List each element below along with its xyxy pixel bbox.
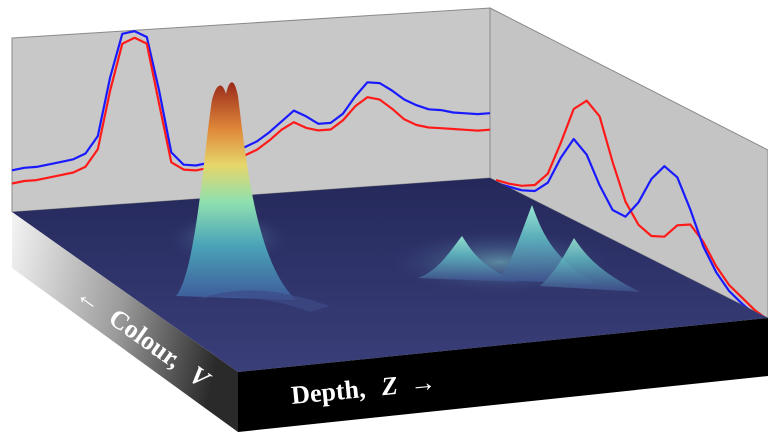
back-projection-line-1 bbox=[11, 30, 491, 172]
peak-main-ridge bbox=[196, 290, 330, 312]
surface-peaks bbox=[168, 82, 640, 312]
x-axis-label: Depth, bbox=[290, 374, 367, 410]
side-wall bbox=[489, 7, 768, 319]
box-front-face bbox=[238, 318, 768, 432]
box-left-face bbox=[12, 212, 238, 432]
peak-minor bbox=[418, 236, 520, 282]
peak-secondary bbox=[540, 238, 640, 292]
back-wall-projections bbox=[11, 30, 491, 185]
svg-text:Depth, Z →: Depth, Z → bbox=[290, 367, 437, 410]
side-projection-line-2 bbox=[495, 137, 768, 318]
x-axis-arrow: → bbox=[409, 367, 438, 398]
side-wall-projections bbox=[495, 99, 768, 318]
back-wall bbox=[11, 7, 491, 213]
side-projection-line-1 bbox=[495, 99, 768, 318]
peak-main bbox=[176, 82, 296, 300]
x-axis-label-group: Depth, Z → bbox=[290, 367, 437, 410]
x-axis-symbol: Z bbox=[379, 371, 399, 401]
back-projection-line-2 bbox=[11, 36, 491, 185]
peak-secondary-b bbox=[498, 205, 596, 284]
